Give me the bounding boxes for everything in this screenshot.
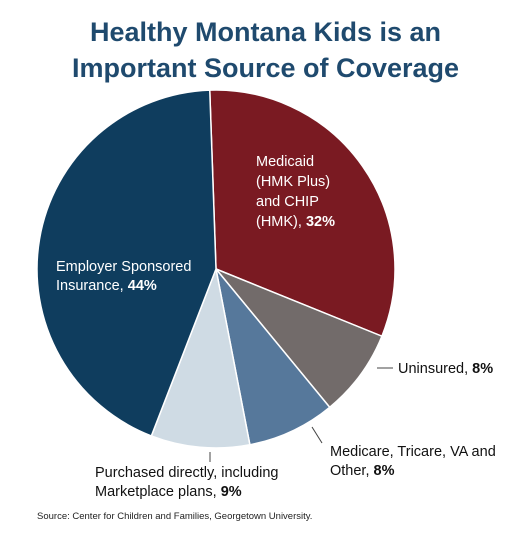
pie-slices bbox=[36, 89, 396, 449]
pie-slice-purchased bbox=[150, 266, 251, 449]
slice-label-purchased: Purchased directly, including Marketplace… bbox=[95, 465, 279, 500]
slice-label-uninsured: Uninsured, 8% bbox=[398, 361, 493, 377]
pie-slice-medicaid bbox=[208, 89, 396, 338]
slice-label-employer: Employer Sponsored Insurance, 44% bbox=[56, 259, 191, 294]
slice-label-line: (HMK Plus) bbox=[256, 174, 330, 190]
slice-label-line: (HMK), bbox=[256, 214, 306, 230]
slice-label-medicaid: Medicaid (HMK Plus) and CHIP (HMK), 32% bbox=[256, 154, 335, 230]
leader-lines bbox=[209, 367, 393, 462]
chart-title-line-2: Important Source of Coverage bbox=[71, 53, 460, 83]
slice-value-label: 8% bbox=[472, 361, 493, 377]
leader-line-medicare bbox=[311, 426, 323, 444]
slice-label-line: Other, bbox=[330, 463, 374, 479]
source-note: Source: Center for Children and Families… bbox=[37, 511, 313, 522]
slice-label-line: Insurance, bbox=[56, 278, 128, 294]
slice-label-line: Employer Sponsored bbox=[56, 259, 191, 275]
slice-label-line: Purchased directly, including bbox=[95, 465, 279, 481]
slice-value-label: 8% bbox=[374, 463, 395, 479]
slice-value-label: 44% bbox=[128, 278, 157, 294]
slice-labels: Medicaid (HMK Plus) and CHIP (HMK), 32% Unin… bbox=[56, 154, 496, 500]
chart-title-line-1: Healthy Montana Kids is an bbox=[89, 17, 442, 47]
slice-label-line: Medicare, Tricare, VA and bbox=[330, 444, 496, 460]
slice-label-line: Uninsured, bbox=[398, 361, 472, 377]
pie-slice-employer bbox=[36, 89, 217, 437]
slice-label-line: and CHIP bbox=[256, 194, 319, 210]
slice-label-line: Marketplace plans, bbox=[95, 484, 221, 500]
slice-label-line: Medicaid bbox=[256, 154, 314, 170]
chart-title: Healthy Montana Kids is an Important Sou… bbox=[0, 14, 531, 86]
slice-label-medicare: Medicare, Tricare, VA and Other, 8% bbox=[330, 444, 496, 479]
slice-value-label: 32% bbox=[306, 214, 335, 230]
slice-value-label: 9% bbox=[221, 484, 242, 500]
